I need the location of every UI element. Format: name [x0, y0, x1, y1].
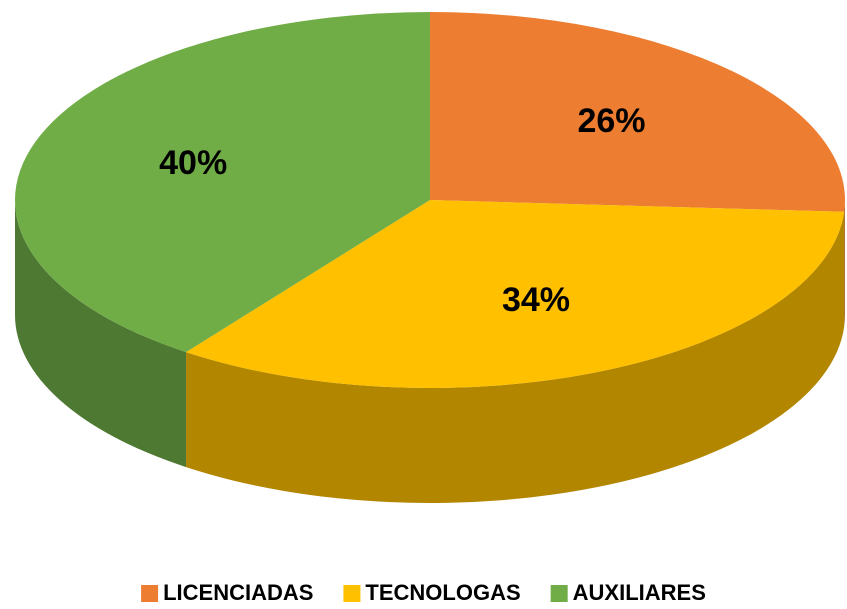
data-label: 40% — [159, 144, 227, 182]
slice — [430, 12, 845, 212]
slice-side — [186, 211, 845, 503]
slice-side — [15, 200, 187, 468]
pie-sides — [15, 200, 845, 503]
data-label: 34% — [502, 281, 570, 319]
pie-tops — [15, 12, 845, 388]
legend-item: TECNOLOGAS — [343, 580, 521, 605]
legend-swatch — [550, 585, 568, 602]
slice-side — [844, 200, 845, 327]
legend-label: LICENCIADAS — [163, 580, 313, 605]
legend-swatch — [141, 585, 159, 602]
legend: LICENCIADAS TECNOLOGAS AUXILIARES — [141, 580, 706, 605]
data-label: 26% — [577, 102, 645, 140]
data-labels: 26% 34% 40% — [159, 102, 645, 319]
slice — [186, 200, 845, 388]
legend-label: AUXILIARES — [573, 580, 706, 605]
legend-item: LICENCIADAS — [141, 580, 313, 605]
legend-label: TECNOLOGAS — [365, 580, 520, 605]
slice — [15, 12, 430, 353]
legend-item: AUXILIARES — [550, 580, 706, 605]
legend-swatch — [343, 585, 361, 602]
